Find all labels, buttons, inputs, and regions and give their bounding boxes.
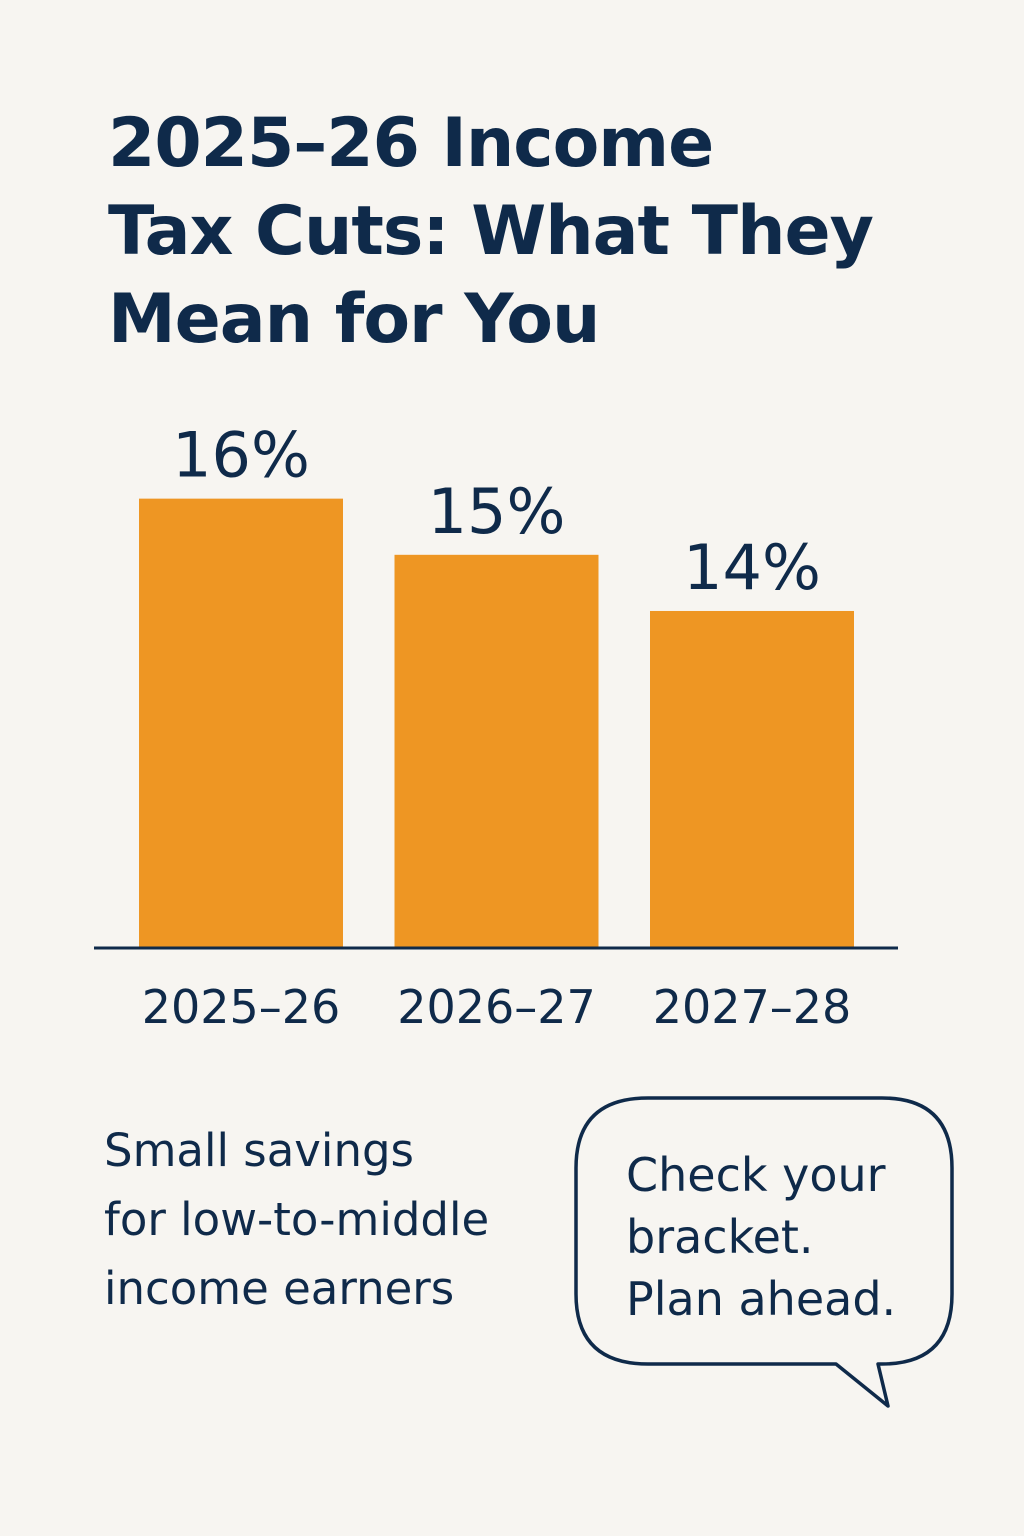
value-labels-group: 16% 15% 14% [172,419,821,604]
page-title: 2025–26 Income Tax Cuts: What They Mean … [108,104,874,359]
value-label-2026–27: 15% [428,475,566,548]
tick-labels-group: 2025–26 2026–27 2027–28 [142,980,852,1034]
bar-2026–27 [394,554,599,948]
value-label-2025–26: 16% [172,419,310,492]
tick-label-2027–28: 2027–28 [653,980,852,1034]
caption-text: Small savings for low-to-middle income e… [104,1124,490,1315]
tick-label-2025–26: 2025–26 [142,980,341,1034]
bar-chart: 16% 15% 14% 2025–26 2026–27 2027–28 [94,419,898,1034]
bar-2025–26 [139,498,343,948]
value-label-2027–28: 14% [683,531,821,604]
bar-2027–28 [650,610,854,948]
callout-text: Check your bracket. Plan ahead. [626,1148,897,1326]
bars-group [139,498,854,948]
tick-label-2026–27: 2026–27 [397,980,596,1034]
speech-bubble-outline [574,1096,954,1408]
